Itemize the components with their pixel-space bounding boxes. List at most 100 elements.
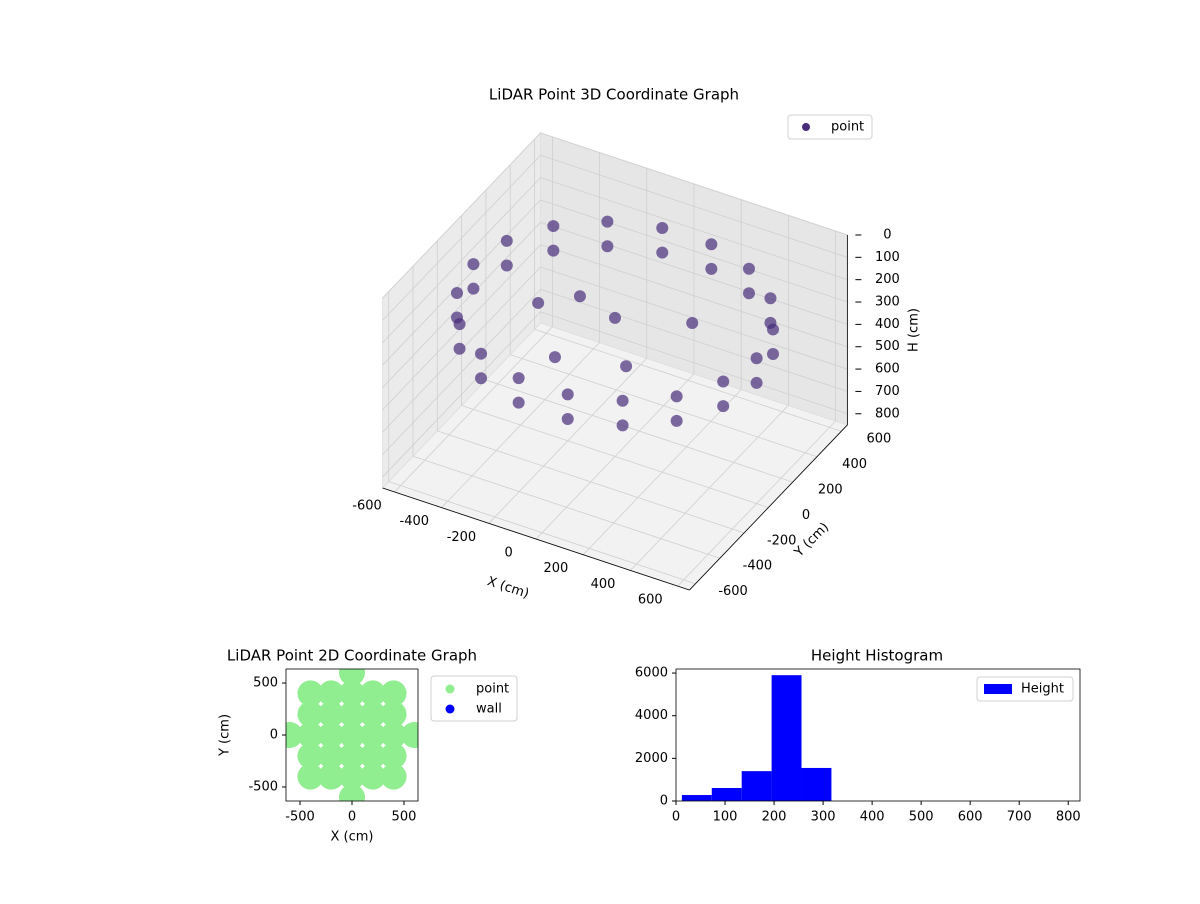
x-tick-label: 300 xyxy=(811,810,836,825)
point xyxy=(750,352,763,365)
point xyxy=(750,376,763,389)
point xyxy=(380,742,407,769)
point xyxy=(548,351,561,364)
y-tick-label: -400 xyxy=(743,559,773,574)
x-tick-label: 600 xyxy=(958,810,983,825)
point xyxy=(453,342,466,355)
point xyxy=(620,360,633,373)
point xyxy=(297,722,324,748)
point xyxy=(500,234,513,247)
bar xyxy=(741,771,772,801)
point xyxy=(475,347,488,360)
x-tick-label: 400 xyxy=(591,577,616,592)
y-tick-label: -200 xyxy=(767,533,797,548)
point xyxy=(339,722,365,748)
point xyxy=(475,372,488,385)
point xyxy=(601,215,614,228)
point xyxy=(297,763,324,790)
grid-line xyxy=(388,481,696,585)
z-tick-label: 0 xyxy=(883,227,891,242)
x-tick-label: 100 xyxy=(713,810,738,825)
x-axis-label: X (cm) xyxy=(331,830,374,845)
legend-patch xyxy=(984,684,1012,694)
legend-label: Height xyxy=(1021,682,1064,697)
x-tick-label: 200 xyxy=(762,810,787,825)
bar xyxy=(771,675,802,801)
axis-line xyxy=(689,424,848,591)
legend-box xyxy=(976,676,1074,702)
point xyxy=(297,701,324,728)
grid-line xyxy=(540,288,848,392)
point xyxy=(500,259,513,272)
point xyxy=(380,701,407,728)
y-axis-label: Y (cm) xyxy=(218,714,233,757)
grid-line xyxy=(540,311,848,415)
grid-line xyxy=(540,244,848,348)
x-tick-label: -600 xyxy=(352,498,382,513)
point xyxy=(609,311,621,324)
grid-line xyxy=(382,154,541,321)
point xyxy=(561,388,574,401)
y-tick-label: 6000 xyxy=(635,666,668,681)
point xyxy=(339,701,365,728)
bar xyxy=(801,767,832,801)
point xyxy=(450,311,463,324)
point xyxy=(339,742,365,769)
z-tick-label: 400 xyxy=(875,317,900,332)
z-tick-label: 700 xyxy=(875,384,900,399)
point xyxy=(318,722,345,748)
point xyxy=(532,296,545,309)
grid-line xyxy=(540,221,848,325)
axis-line xyxy=(382,487,690,591)
point xyxy=(318,742,345,769)
grid-line xyxy=(437,430,745,534)
point xyxy=(767,348,780,361)
z-tick-label: 300 xyxy=(875,295,900,310)
legend-label: point xyxy=(476,682,509,697)
grid-line xyxy=(382,311,541,478)
legend-box xyxy=(430,675,518,722)
y-tick-label: 200 xyxy=(818,482,843,497)
point xyxy=(297,742,324,769)
chart-title: LiDAR Point 2D Coordinate Graph xyxy=(227,647,477,665)
x-tick-label: 500 xyxy=(392,810,417,825)
point xyxy=(512,396,525,409)
point xyxy=(717,375,730,388)
point xyxy=(670,390,683,403)
grid-line xyxy=(382,222,541,388)
bar xyxy=(711,787,742,801)
point xyxy=(686,316,699,329)
z-tick-label: 500 xyxy=(875,339,900,354)
point xyxy=(573,290,586,303)
grid-line xyxy=(510,354,818,458)
x-tick-label: 0 xyxy=(348,810,356,825)
legend-marker xyxy=(802,123,810,131)
x-tick-label: -400 xyxy=(400,514,430,529)
z-tick-label: 100 xyxy=(875,250,900,265)
point xyxy=(742,287,755,300)
point xyxy=(359,722,386,748)
x-tick-label: 700 xyxy=(1007,810,1032,825)
point xyxy=(547,244,560,257)
x-tick-label: 0 xyxy=(672,810,680,825)
y-tick-label: 600 xyxy=(866,432,891,447)
point xyxy=(764,316,777,329)
x-tick-label: 200 xyxy=(543,561,568,576)
z-tick-label: 200 xyxy=(875,272,900,287)
point xyxy=(359,680,386,707)
point xyxy=(339,669,365,686)
x-tick-label: 600 xyxy=(638,593,663,608)
point xyxy=(339,784,365,801)
point xyxy=(359,701,386,728)
point xyxy=(656,221,669,234)
point xyxy=(467,258,480,271)
point xyxy=(359,763,386,790)
point xyxy=(561,413,574,426)
grid-line xyxy=(540,177,848,281)
legend-box xyxy=(787,114,873,140)
y-tick-label: -500 xyxy=(248,779,278,794)
grid-line xyxy=(382,289,541,455)
z-tick-label: 800 xyxy=(875,406,900,421)
x-axis-label: X (cm) xyxy=(485,574,531,602)
point xyxy=(401,722,418,748)
